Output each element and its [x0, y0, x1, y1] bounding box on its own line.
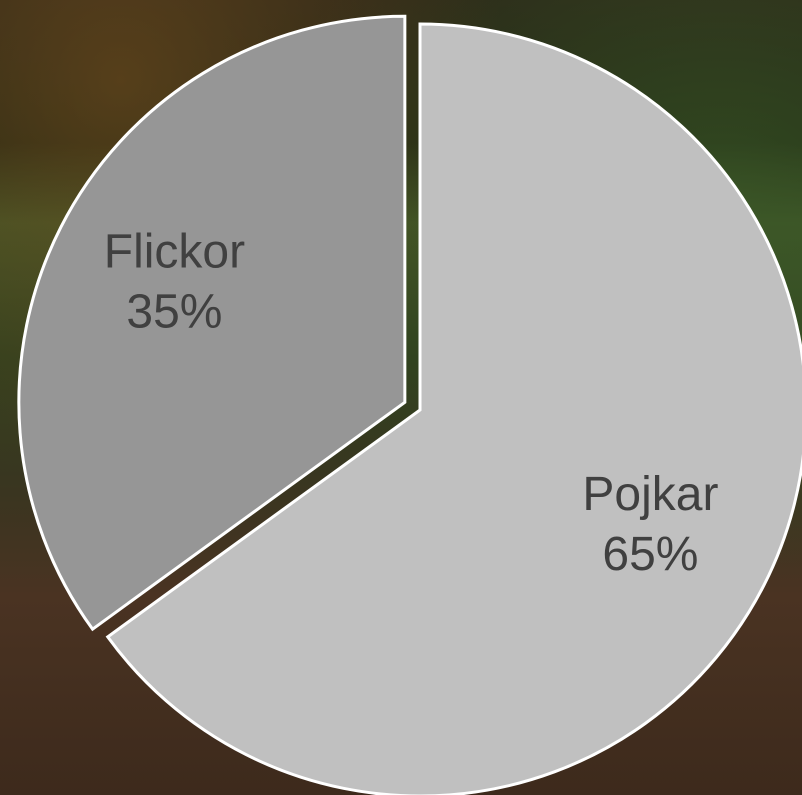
- slice-value-label: 35%: [126, 286, 222, 339]
- page: Pojkar65%Flickor35% (() => { const data …: [0, 0, 802, 795]
- slice-category-label: Pojkar: [582, 468, 718, 521]
- slice-value-label: 65%: [602, 528, 698, 581]
- chart: Pojkar 65% Flickor 35%: [0, 0, 802, 795]
- slice-category-label: Flickor: [104, 226, 245, 279]
